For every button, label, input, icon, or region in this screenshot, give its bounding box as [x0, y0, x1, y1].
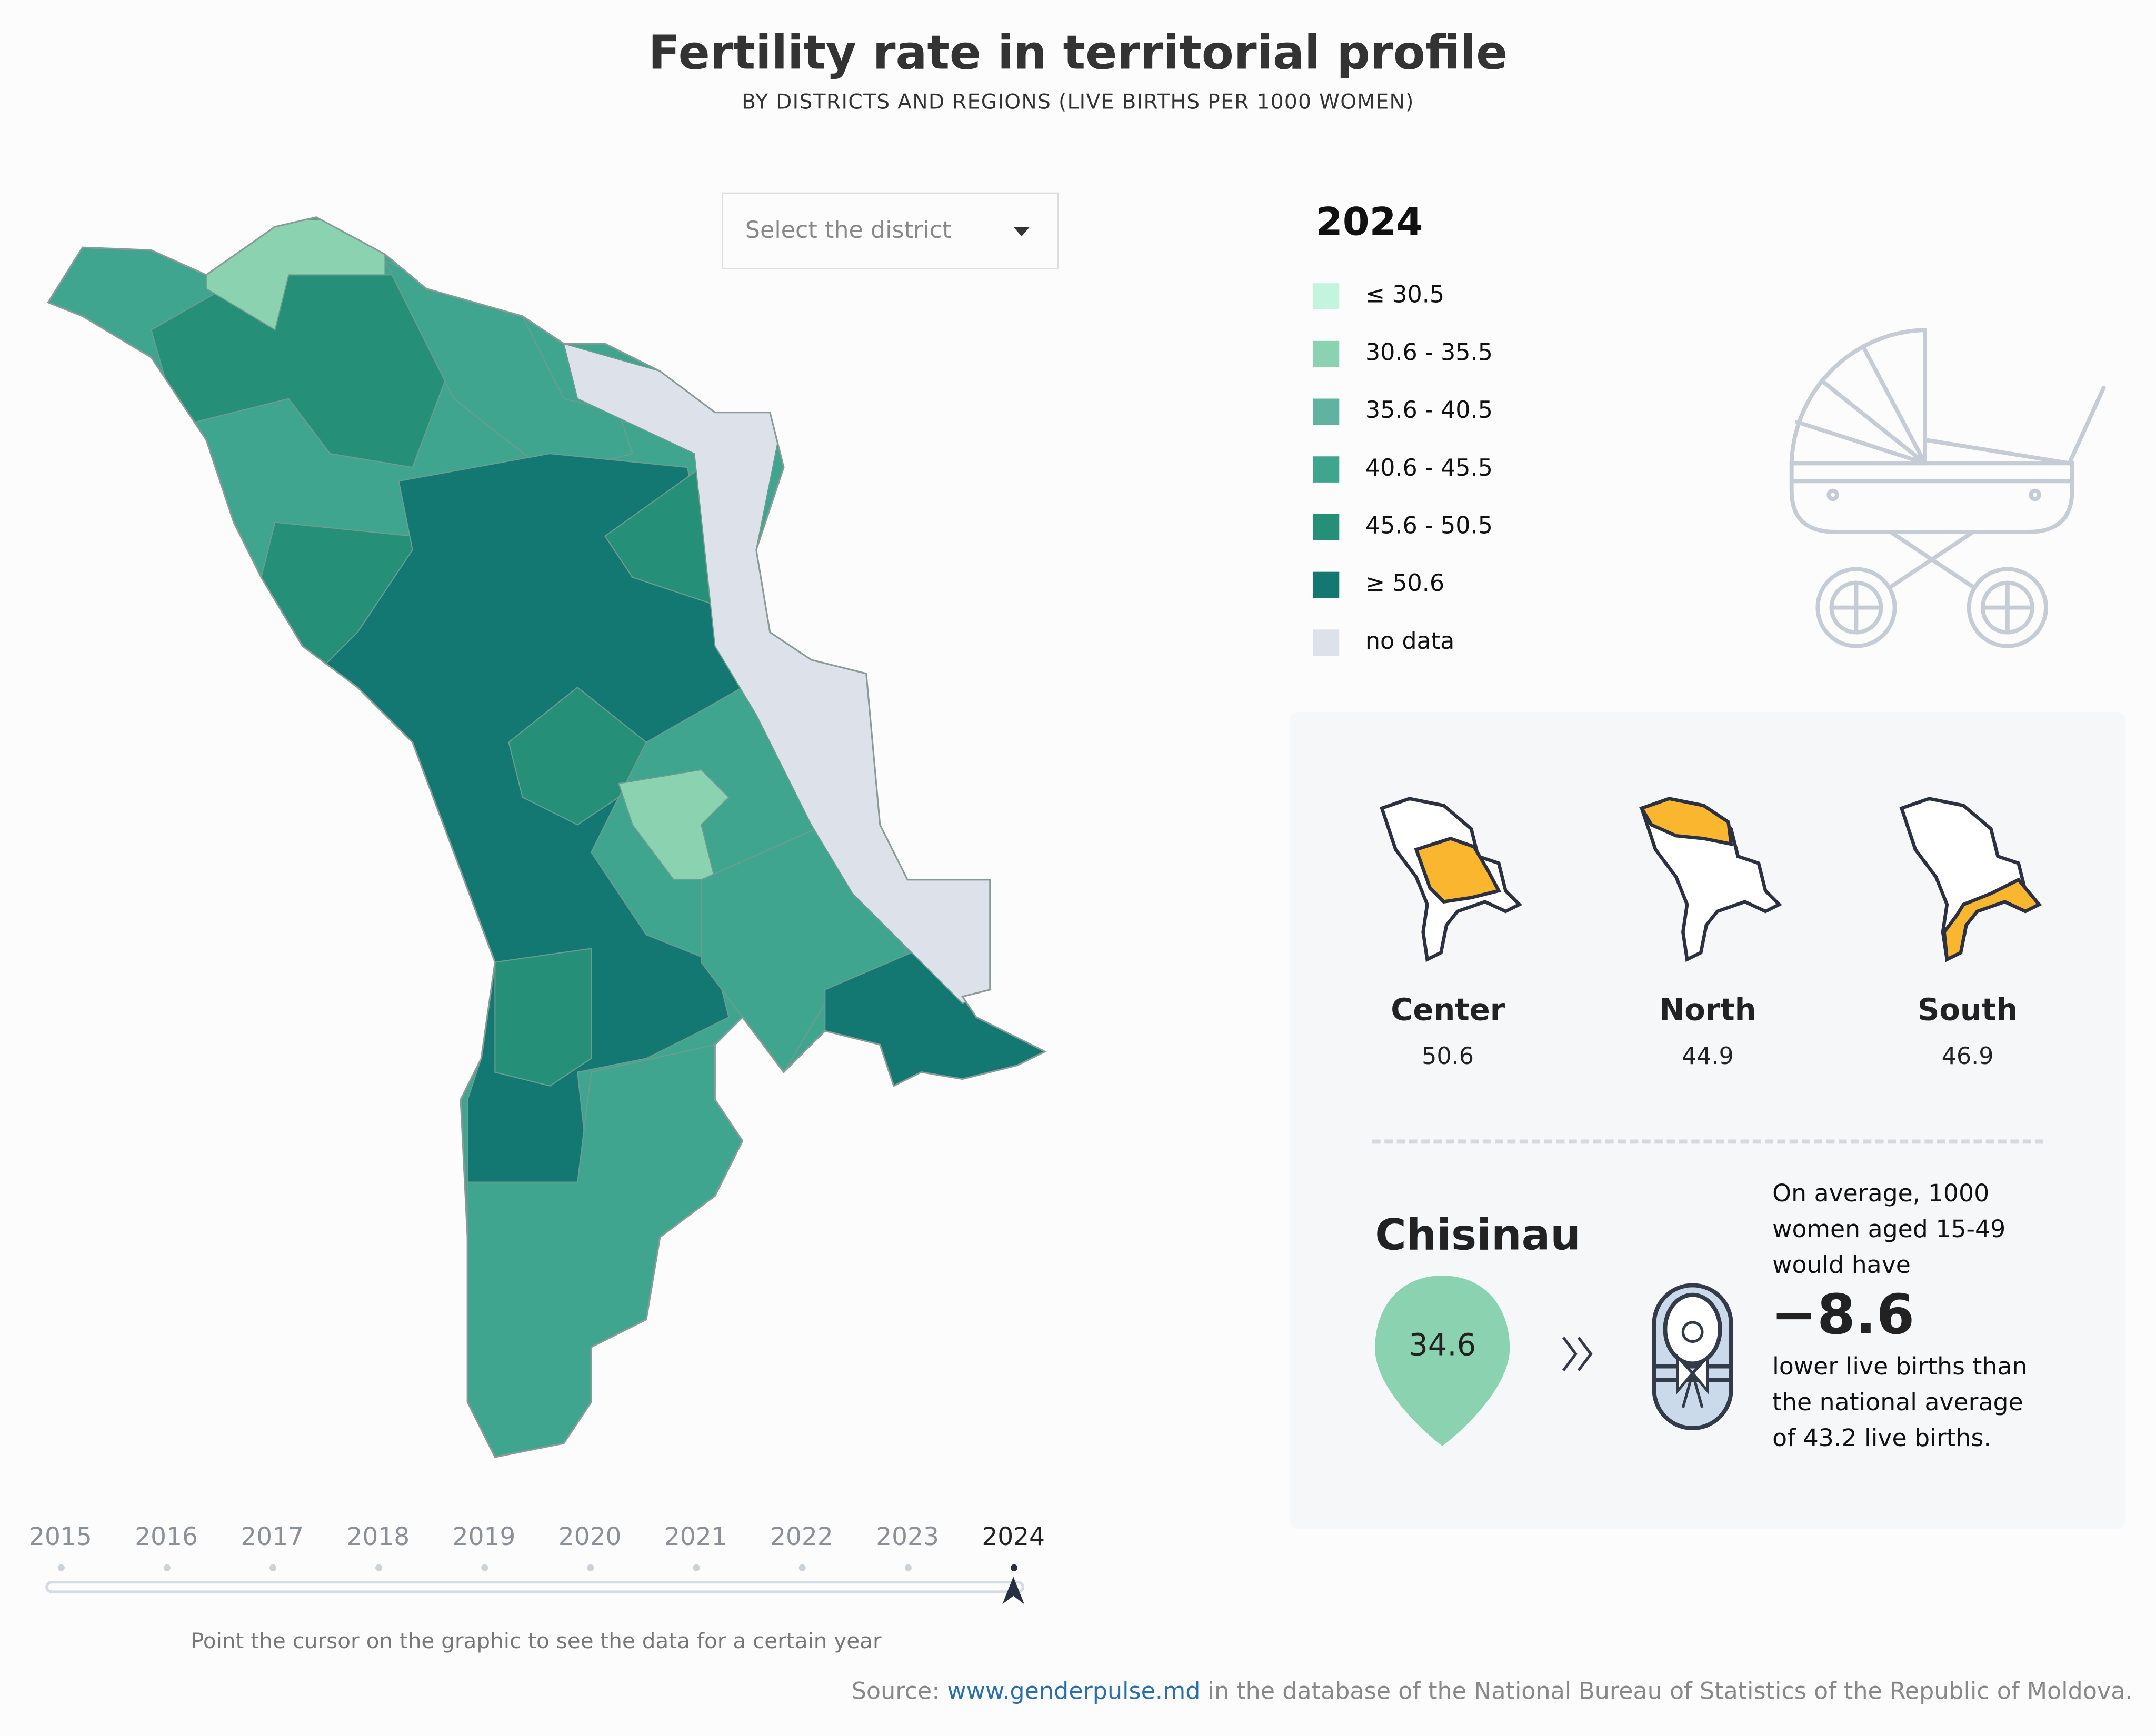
legend-swatch [1313, 629, 1340, 655]
timeline-year[interactable]: 2017 [241, 1523, 304, 1552]
legend-item: 30.6 - 35.5 [1313, 338, 1493, 368]
legend-label: ≥ 50.6 [1365, 570, 1445, 598]
region-map-icon[interactable] [1895, 795, 2046, 967]
legend-year: 2024 [1315, 199, 1423, 245]
source-link[interactable]: www.genderpulse.md [947, 1678, 1201, 1706]
legend-swatch [1313, 398, 1340, 424]
legend-label: no data [1365, 628, 1455, 656]
compare-text-2: women aged 15-49 [1772, 1216, 2006, 1245]
baby-icon [1652, 1283, 1733, 1430]
legend-label: 40.6 - 45.5 [1365, 455, 1493, 483]
district-area[interactable] [494, 948, 592, 1087]
region-map-icon[interactable] [1375, 795, 1526, 967]
page-title: Fertility rate in territorial profile [648, 26, 1508, 82]
timeline-year[interactable]: 2016 [135, 1523, 198, 1552]
region-map-icon[interactable] [1635, 795, 1786, 967]
legend-item: no data [1313, 627, 1455, 657]
timeline-dot[interactable] [904, 1564, 911, 1571]
compare-text-4: lower live births than [1772, 1354, 2028, 1382]
timeline-year[interactable]: 2018 [346, 1523, 410, 1552]
selected-district-value: 34.6 [1409, 1329, 1476, 1364]
region-value: 44.9 [1681, 1043, 1734, 1071]
timeline-year[interactable]: 2021 [664, 1523, 727, 1552]
timeline-year[interactable]: 2019 [452, 1523, 516, 1552]
legend-item: 35.6 - 40.5 [1313, 396, 1493, 426]
legend-item: 40.6 - 45.5 [1313, 454, 1493, 484]
source-prefix: Source: [851, 1678, 940, 1706]
compare-text-6: of 43.2 live births. [1772, 1425, 1991, 1453]
region-name: South [1917, 994, 2018, 1028]
legend-item: ≤ 30.5 [1313, 280, 1444, 310]
timeline-year[interactable]: 2023 [876, 1523, 939, 1552]
legend-item: ≥ 50.6 [1313, 569, 1444, 599]
timeline-hint: Point the cursor on the graphic to see t… [191, 1629, 882, 1654]
compare-text-3: would have [1772, 1252, 1911, 1280]
page-subtitle: BY DISTRICTS AND REGIONS (LIVE BIRTHS PE… [742, 89, 1414, 114]
timeline-dot[interactable] [798, 1564, 805, 1571]
stroller-icon [1789, 327, 2106, 648]
timeline-dot[interactable] [480, 1564, 488, 1571]
compare-text-1: On average, 1000 [1772, 1180, 1990, 1209]
value-pin-icon [1375, 1276, 1510, 1447]
difference-value: −8.6 [1771, 1283, 1915, 1347]
district-area[interactable] [618, 769, 730, 880]
timeline-year[interactable]: 2020 [558, 1523, 622, 1552]
timeline-dot[interactable] [268, 1564, 276, 1571]
timeline-dot[interactable] [586, 1564, 594, 1571]
legend-swatch [1313, 571, 1340, 598]
divider [1372, 1139, 2043, 1144]
timeline-dot[interactable] [1010, 1564, 1017, 1571]
timeline-dot[interactable] [57, 1564, 64, 1571]
timeline-year[interactable]: 2022 [770, 1523, 833, 1552]
legend-swatch [1313, 513, 1340, 540]
district-select[interactable]: Select the district [722, 192, 1059, 269]
legend-label: 30.6 - 35.5 [1365, 339, 1493, 367]
district-area[interactable] [508, 686, 647, 826]
country-outline [47, 216, 1047, 1458]
timeline-dot[interactable] [374, 1564, 382, 1571]
district-area[interactable] [384, 260, 633, 475]
region-value: 50.6 [1422, 1043, 1474, 1071]
legend-swatch [1313, 340, 1340, 367]
region-name: Center [1391, 994, 1505, 1028]
source-suffix: in the database of the National Bureau o… [1200, 1678, 2133, 1706]
legend-swatch [1313, 455, 1340, 482]
timeline-dot[interactable] [163, 1564, 170, 1571]
selected-district-name: Chisinau [1375, 1211, 1581, 1261]
timeline-handle-icon[interactable] [1001, 1576, 1026, 1605]
source-note: Source: www.genderpulse.md in the databa… [852, 1677, 2133, 1707]
compare-text-5: the national average [1772, 1389, 2023, 1418]
legend-label: 45.6 - 50.5 [1365, 513, 1493, 540]
legend-item: 45.6 - 50.5 [1313, 511, 1493, 541]
legend-swatch [1313, 282, 1340, 309]
district-select-placeholder: Select the district [745, 217, 952, 245]
double-chevron-right-icon [1562, 1337, 1593, 1371]
legend-label: 35.6 - 40.5 [1365, 397, 1493, 425]
region-name: North [1659, 994, 1756, 1028]
region-value: 46.9 [1941, 1043, 1994, 1071]
timeline-dot[interactable] [692, 1564, 700, 1571]
timeline-year[interactable]: 2015 [29, 1523, 92, 1552]
legend-label: ≤ 30.5 [1365, 282, 1445, 309]
caret-down-icon [1013, 227, 1030, 237]
timeline-track[interactable] [45, 1581, 1025, 1593]
district-map[interactable] [0, 0, 1100, 1512]
timeline-year[interactable]: 2024 [982, 1523, 1045, 1552]
